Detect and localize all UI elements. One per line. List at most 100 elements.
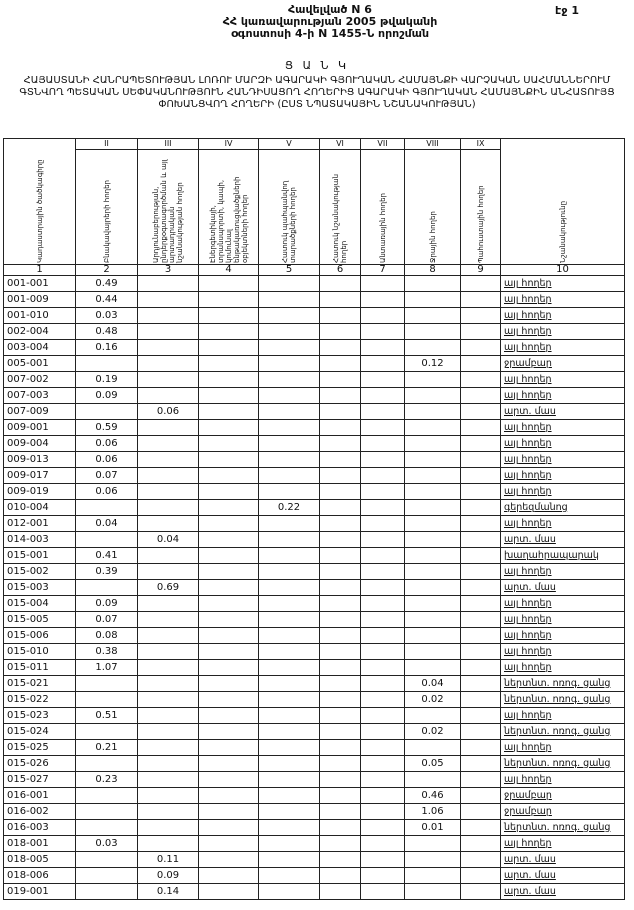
area-value (319, 691, 361, 708)
area-value (460, 435, 501, 452)
area-value (137, 563, 199, 580)
area-value: 0.04 (404, 675, 461, 692)
area-value (137, 547, 199, 564)
area-value (258, 387, 320, 404)
area-value (360, 739, 405, 756)
roman-numeral-row: Կադաստրային ծածկագիրը II III IV V VI VII VIII IX… (3, 138, 625, 265)
area-value: 0.06 (137, 403, 199, 420)
area-value (198, 451, 259, 468)
column-number: 4 (198, 264, 259, 276)
area-value: 0.59 (75, 419, 138, 436)
area-value (198, 355, 259, 372)
land-purpose: այլ հողեր (500, 563, 625, 580)
cadastral-code: 010-004 (3, 499, 76, 516)
area-value: 0.14 (137, 883, 199, 900)
land-purpose: այլ հողեր (500, 707, 625, 724)
area-value (404, 579, 461, 596)
table-row: 001-009 0.44 այլ հողեր (3, 291, 625, 308)
area-value: 0.38 (75, 643, 138, 660)
area-value (319, 643, 361, 660)
land-purpose: արտ. մաս (500, 851, 625, 868)
area-value (404, 739, 461, 756)
area-value: 1.07 (75, 659, 138, 676)
area-value (137, 707, 199, 724)
area-value (198, 611, 259, 628)
area-value (404, 563, 461, 580)
table-row: 009-019 0.06 այլ հողեր (3, 483, 625, 500)
area-value (319, 771, 361, 788)
area-value (75, 883, 138, 900)
column-header: Նշանակությունը (558, 200, 567, 263)
area-value (137, 787, 199, 804)
area-value (460, 883, 501, 900)
area-value (198, 803, 259, 820)
cadastral-code: 002-004 (3, 323, 76, 340)
area-value (137, 499, 199, 516)
area-value (360, 835, 405, 852)
area-value (460, 611, 501, 628)
cadastral-code: 009-004 (3, 435, 76, 452)
area-value (258, 291, 320, 308)
area-value (258, 867, 320, 884)
table-row: 015-026 0.05 ներտնտ. ոռոգ. ցանց (3, 755, 625, 772)
list-heading: Ց Ա Ն Կ (284, 59, 350, 72)
area-value (319, 819, 361, 836)
area-value (319, 755, 361, 772)
area-value (460, 867, 501, 884)
area-value (360, 755, 405, 772)
area-value (404, 707, 461, 724)
area-value (404, 867, 461, 884)
area-value: 0.06 (75, 435, 138, 452)
area-value: 0.02 (404, 691, 461, 708)
area-value (319, 403, 361, 420)
column-header: Կադաստրային ծածկագիրը (35, 159, 44, 263)
area-value (198, 275, 259, 292)
land-purpose: այլ հողեր (500, 483, 625, 500)
area-value (319, 419, 361, 436)
area-value (360, 787, 405, 804)
column-header-cell: Կադաստրային ծածկագիրը (3, 138, 76, 265)
area-value (198, 659, 259, 676)
area-value (137, 611, 199, 628)
area-value (360, 435, 405, 452)
table-row: 015-023 0.51 այլ հողեր (3, 707, 625, 724)
column-header: Հատուկ նշանակության հողեր (332, 173, 348, 263)
annex-line: Հավելված N 6 (288, 3, 372, 16)
column-header-cell: Պահուստային հողեր (460, 149, 501, 265)
table-row: 018-001 0.03 այլ հողեր (3, 835, 625, 852)
cadastral-code: 001-001 (3, 275, 76, 292)
cadastral-code: 014-003 (3, 531, 76, 548)
area-value (258, 723, 320, 740)
column-header: Էներգետիկայի, տրանսպորտի, կապի, կոմունալ… (208, 176, 249, 263)
land-purpose: այլ հողեր (500, 611, 625, 628)
area-value: 0.04 (137, 531, 199, 548)
area-value (198, 579, 259, 596)
land-purpose: արտ. մաս (500, 403, 625, 420)
area-value (460, 323, 501, 340)
area-value (460, 387, 501, 404)
area-value (360, 547, 405, 564)
cadastral-code: 016-002 (3, 803, 76, 820)
area-value (460, 787, 501, 804)
area-value (258, 403, 320, 420)
area-value (319, 483, 361, 500)
area-value (360, 883, 405, 900)
area-value (137, 819, 199, 836)
cadastral-code: 009-019 (3, 483, 76, 500)
area-value (258, 675, 320, 692)
area-value: 0.02 (404, 723, 461, 740)
area-value (137, 435, 199, 452)
area-value (460, 563, 501, 580)
area-value (198, 643, 259, 660)
area-value (198, 627, 259, 644)
area-value (319, 595, 361, 612)
land-purpose: արտ. մաս (500, 579, 625, 596)
area-value (460, 579, 501, 596)
area-value (198, 499, 259, 516)
area-value (137, 659, 199, 676)
area-value (137, 355, 199, 372)
cadastral-code: 015-005 (3, 611, 76, 628)
area-value (360, 403, 405, 420)
area-value (258, 307, 320, 324)
area-value (258, 323, 320, 340)
